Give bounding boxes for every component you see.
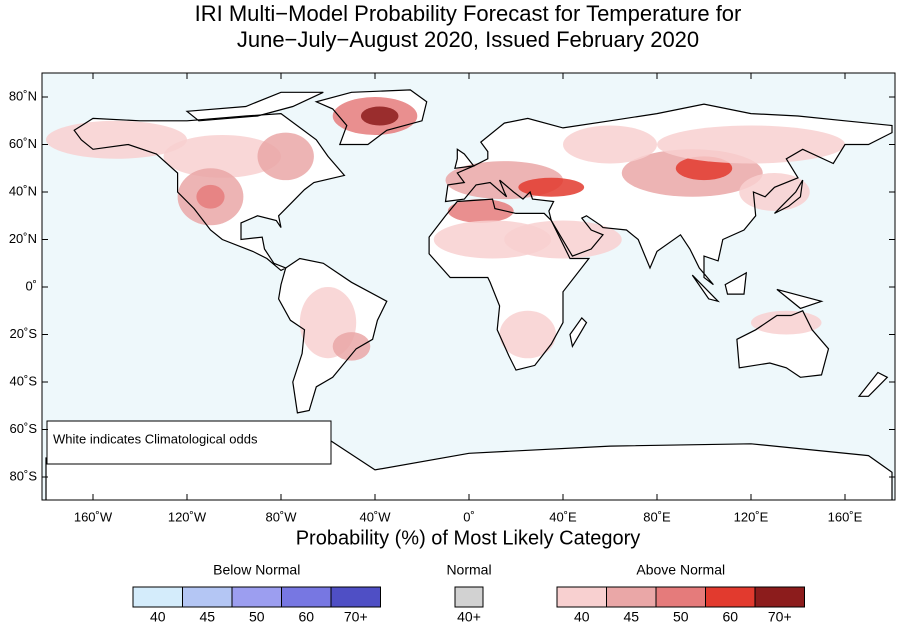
legend-label: 60 [722, 609, 738, 625]
legend-title: Probability (%) of Most Likely Category [296, 527, 641, 549]
longitude-label: 120˚W [168, 509, 207, 524]
legend-swatch [231, 586, 282, 608]
shading-patch [739, 173, 810, 211]
legend-label: 40 [574, 609, 590, 625]
coastline [428, 198, 591, 371]
longitude-label: 160˚E [828, 509, 863, 524]
annotation-box [46, 420, 332, 465]
latitude-label: 80˚N [9, 88, 37, 103]
legend-label: 45 [623, 609, 639, 625]
longitude-label: 120˚E [734, 509, 769, 524]
legend-label: 70+ [768, 609, 792, 625]
legend-swatch [132, 586, 183, 608]
legend-label: 70+ [344, 609, 368, 625]
shading-patch [46, 120, 187, 159]
landmass [725, 272, 747, 295]
shading-patch [360, 106, 399, 126]
legend-label: 50 [673, 609, 689, 625]
shading-patch [257, 132, 314, 181]
landmass [776, 289, 822, 309]
longitude-label: 0˚ [463, 509, 475, 524]
shading-patch [657, 125, 845, 164]
latitude-label: 40˚N [9, 183, 37, 198]
legend-label: 45 [199, 609, 215, 625]
legend-swatch [754, 586, 805, 608]
annotation: White indicates Climatological odds [53, 431, 258, 446]
coastline [736, 310, 830, 378]
coastline [774, 179, 804, 214]
title-line: IRI Multi−Model Probability Forecast for… [195, 1, 742, 26]
coastline [277, 257, 388, 414]
shading-patch [447, 199, 514, 223]
coastline [691, 274, 721, 303]
legend-swatch [330, 586, 381, 608]
shading-patch [563, 125, 657, 164]
shading-patch [196, 184, 225, 209]
longitude-label: 80˚E [643, 509, 671, 524]
longitude-label: 80˚W [265, 509, 297, 524]
legend-swatch [606, 586, 657, 608]
coastline [185, 91, 324, 122]
coastline [73, 112, 346, 272]
legend-label: 60 [298, 609, 314, 625]
coastline [776, 288, 824, 310]
latitude-label: 20˚S [10, 326, 38, 341]
landmass [454, 149, 474, 169]
shading-patch [751, 310, 822, 335]
shading-patch [332, 332, 371, 361]
legend-swatch [454, 586, 484, 608]
legend-swatch [182, 586, 233, 608]
longitude-label: 40˚W [359, 509, 391, 524]
latitude-label: 60˚N [9, 136, 37, 151]
legend-label: 50 [249, 609, 265, 625]
shading-patch [163, 135, 281, 178]
shading-patch [499, 310, 556, 359]
longitude-label: 40˚E [549, 509, 577, 524]
legend-swatch [705, 586, 756, 608]
landmass [187, 92, 324, 121]
title-line: June−July−August 2020, Issued February 2… [237, 27, 699, 52]
legend-label: 40 [150, 609, 166, 625]
coastline [444, 103, 893, 286]
legend-label: 40+ [457, 609, 481, 625]
latitude-label: 60˚S [10, 421, 38, 436]
shading-patch [518, 177, 585, 197]
legend-group-name: Normal [446, 562, 491, 578]
latitude-label: 20˚N [9, 231, 37, 246]
legend-group-name: Below Normal [213, 562, 300, 578]
shading-patch [675, 156, 733, 181]
coastline [569, 316, 588, 349]
legend-swatch [556, 586, 607, 608]
coastline [724, 271, 748, 295]
coastline [454, 148, 475, 170]
legend-swatch [281, 586, 332, 608]
coastline [857, 371, 889, 397]
legend-swatch [655, 586, 706, 608]
landmass [570, 317, 587, 347]
landmass [859, 372, 888, 397]
legend-group-name: Above Normal [636, 562, 725, 578]
latitude-label: 0˚ [25, 278, 37, 293]
coastline [314, 89, 428, 146]
longitude-label: 160˚W [74, 509, 113, 524]
latitude-label: 40˚S [10, 373, 38, 388]
latitude-label: 80˚S [10, 468, 38, 483]
